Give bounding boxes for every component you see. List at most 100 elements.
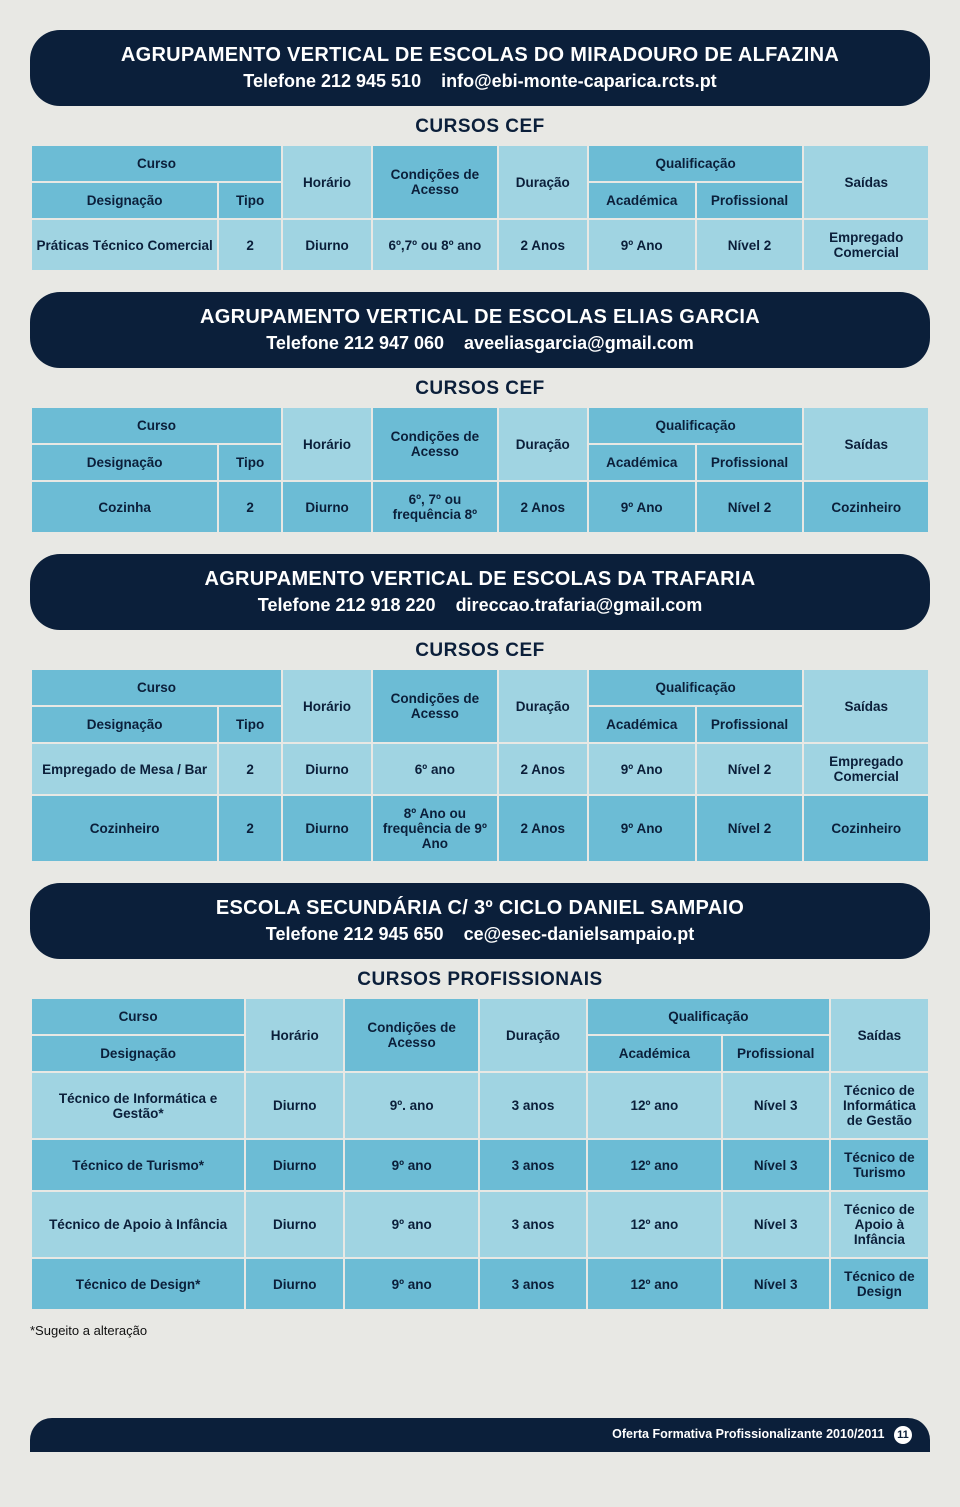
- header-horario: Horário: [246, 999, 343, 1071]
- table-cell: 2 Anos: [499, 220, 587, 270]
- table-cell: 2: [219, 796, 281, 861]
- table-cell: 12º ano: [588, 1140, 721, 1190]
- course-table: CursoHorárioCondições de AcessoDuraçãoQu…: [30, 144, 930, 272]
- table-cell: 6º, 7º ou frequência 8º: [373, 482, 496, 532]
- header-saidas: Saídas: [804, 670, 928, 742]
- table-cell: Empregado de Mesa / Bar: [32, 744, 217, 794]
- table-cell: Cozinheiro: [804, 482, 928, 532]
- table-cell: Práticas Técnico Comercial: [32, 220, 217, 270]
- school-contact: Telefone 212 947 060 aveeliasgarcia@gmail…: [60, 333, 900, 354]
- table-cell: 9º ano: [345, 1192, 478, 1257]
- footnote: *Sugeito a alteração: [30, 1323, 930, 1338]
- page-number: 11: [894, 1426, 912, 1444]
- header-condicoes: Condições de Acesso: [373, 146, 496, 218]
- header-profissional: Profissional: [723, 1036, 829, 1071]
- table-cell: Diurno: [283, 744, 371, 794]
- header-qualificacao: Qualificação: [589, 670, 803, 705]
- header-qualificacao: Qualificação: [589, 146, 803, 181]
- school-phone: Telefone 212 945 510: [243, 71, 421, 91]
- table-cell: 6º,7º ou 8º ano: [373, 220, 496, 270]
- table-cell: 3 anos: [480, 1259, 586, 1309]
- header-saidas: Saídas: [831, 999, 928, 1071]
- table-cell: 2 Anos: [499, 796, 587, 861]
- header-designacao: Designação: [32, 707, 217, 742]
- section-title: CURSOS PROFISSIONAIS: [30, 969, 930, 991]
- school-name: ESCOLA SECUNDÁRIA C/ 3º CICLO DANIEL SAM…: [60, 897, 900, 920]
- school-name: AGRUPAMENTO VERTICAL DE ESCOLAS DO MIRAD…: [60, 44, 900, 67]
- table-cell: Empregado Comercial: [804, 220, 928, 270]
- table-cell: Cozinheiro: [32, 796, 217, 861]
- header-curso: Curso: [32, 670, 281, 705]
- table-row: Técnico de Apoio à InfânciaDiurno9º ano3…: [32, 1192, 928, 1257]
- table-cell: Diurno: [283, 482, 371, 532]
- school-name: AGRUPAMENTO VERTICAL DE ESCOLAS ELIAS GA…: [60, 306, 900, 329]
- header-profissional: Profissional: [697, 707, 803, 742]
- table-cell: Diurno: [246, 1192, 343, 1257]
- table-cell: 9º Ano: [589, 482, 695, 532]
- header-qualificacao: Qualificação: [589, 408, 803, 443]
- school-email: aveeliasgarcia@gmail.com: [464, 333, 694, 353]
- table-cell: 8º Ano ou frequência de 9º Ano: [373, 796, 496, 861]
- table-row: Cozinha2Diurno6º, 7º ou frequência 8º2 A…: [32, 482, 928, 532]
- header-academica: Académica: [588, 1036, 721, 1071]
- header-curso: Curso: [32, 146, 281, 181]
- header-duracao: Duração: [499, 670, 587, 742]
- school-contact: Telefone 212 945 510info@ebi-monte-capar…: [60, 71, 900, 92]
- header-academica: Académica: [589, 445, 695, 480]
- header-horario: Horário: [283, 408, 371, 480]
- table-row: Empregado de Mesa / Bar2Diurno6º ano2 An…: [32, 744, 928, 794]
- header-condicoes: Condições de Acesso: [373, 408, 496, 480]
- table-cell: 2 Anos: [499, 482, 587, 532]
- header-qualificacao: Qualificação: [588, 999, 829, 1034]
- header-academica: Académica: [589, 183, 695, 218]
- table-cell: 9º Ano: [589, 796, 695, 861]
- course-table: CursoHorárioCondições de AcessoDuraçãoQu…: [30, 406, 930, 534]
- table-cell: 3 anos: [480, 1192, 586, 1257]
- table-row: Cozinheiro2Diurno8º Ano ou frequência de…: [32, 796, 928, 861]
- header-duracao: Duração: [480, 999, 586, 1071]
- table-cell: 9º Ano: [589, 744, 695, 794]
- table-cell: 6º ano: [373, 744, 496, 794]
- school-email: direccao.trafaria@gmail.com: [456, 595, 703, 615]
- table-cell: 12º ano: [588, 1073, 721, 1138]
- header-tipo: Tipo: [219, 445, 281, 480]
- table-cell: Nível 3: [723, 1073, 829, 1138]
- table-cell: 2: [219, 744, 281, 794]
- table-cell: Cozinheiro: [804, 796, 928, 861]
- school-email: ce@esec-danielsampaio.pt: [464, 924, 695, 944]
- table-cell: 12º ano: [588, 1192, 721, 1257]
- header-academica: Académica: [589, 707, 695, 742]
- table-cell: 2: [219, 220, 281, 270]
- school-phone: Telefone 212 947 060: [266, 333, 444, 353]
- course-table: CursoHorárioCondições de AcessoDuraçãoQu…: [30, 997, 930, 1311]
- school-header: AGRUPAMENTO VERTICAL DE ESCOLAS DO MIRAD…: [30, 30, 930, 106]
- school-header: ESCOLA SECUNDÁRIA C/ 3º CICLO DANIEL SAM…: [30, 883, 930, 959]
- header-horario: Horário: [283, 146, 371, 218]
- school-phone: Telefone 212 918 220: [258, 595, 436, 615]
- table-cell: Cozinha: [32, 482, 217, 532]
- header-condicoes: Condições de Acesso: [345, 999, 478, 1071]
- header-horario: Horário: [283, 670, 371, 742]
- header-designacao: Designação: [32, 445, 217, 480]
- school-header: AGRUPAMENTO VERTICAL DE ESCOLAS ELIAS GA…: [30, 292, 930, 368]
- table-cell: 3 anos: [480, 1140, 586, 1190]
- table-cell: Técnico de Turismo*: [32, 1140, 244, 1190]
- header-tipo: Tipo: [219, 707, 281, 742]
- table-cell: Nível 2: [697, 482, 803, 532]
- table-cell: Nível 3: [723, 1140, 829, 1190]
- course-table: CursoHorárioCondições de AcessoDuraçãoQu…: [30, 668, 930, 863]
- school-contact: Telefone 212 945 650 ce@esec-danielsampai…: [60, 924, 900, 945]
- table-cell: Nível 2: [697, 744, 803, 794]
- table-cell: Técnico de Apoio à Infância: [831, 1192, 928, 1257]
- table-cell: Nível 3: [723, 1192, 829, 1257]
- table-cell: Empregado Comercial: [804, 744, 928, 794]
- table-cell: 2: [219, 482, 281, 532]
- table-cell: 9º Ano: [589, 220, 695, 270]
- header-curso: Curso: [32, 408, 281, 443]
- table-cell: 9º ano: [345, 1259, 478, 1309]
- table-cell: Técnico de Turismo: [831, 1140, 928, 1190]
- school-phone: Telefone 212 945 650: [266, 924, 444, 944]
- table-cell: 3 anos: [480, 1073, 586, 1138]
- table-cell: Técnico de Apoio à Infância: [32, 1192, 244, 1257]
- school-name: AGRUPAMENTO VERTICAL DE ESCOLAS DA TRAFA…: [60, 568, 900, 591]
